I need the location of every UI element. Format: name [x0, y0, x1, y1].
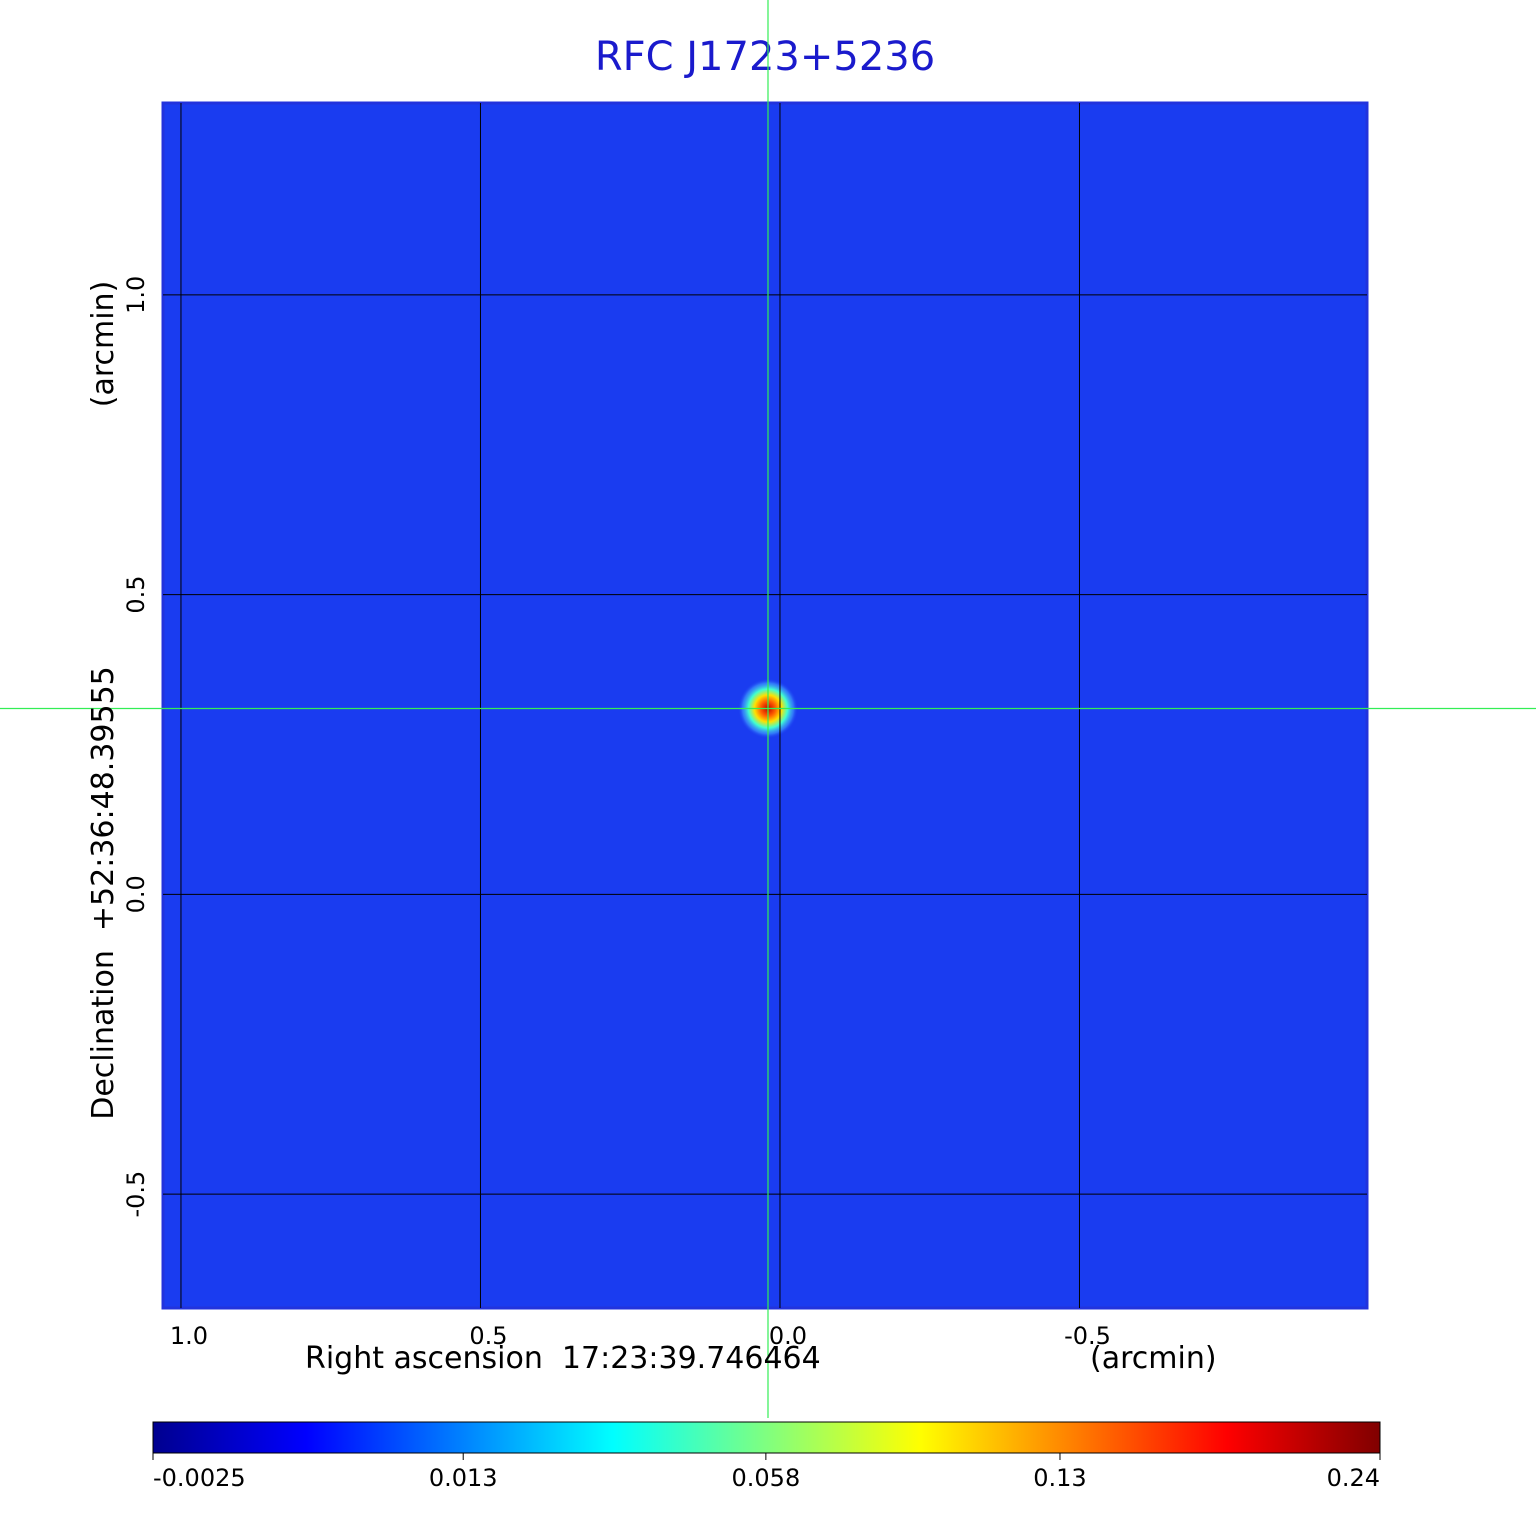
x-axis-unit: (arcmin): [1090, 1341, 1217, 1376]
y-axis-unit: (arcmin): [86, 281, 121, 408]
x-tick-label: 0.0: [769, 1322, 807, 1350]
x-axis-label: Right ascension 17:23:39.746464: [305, 1341, 821, 1376]
colorbar-tick-label: 0.13: [1033, 1464, 1086, 1492]
y-tick-label: 0.0: [122, 875, 150, 913]
y-tick-label: -0.5: [122, 1171, 150, 1218]
colorbar-tick-label: 0.058: [732, 1464, 801, 1492]
chart-title: RFC J1723+5236: [595, 34, 935, 80]
y-tick-label: 1.0: [122, 276, 150, 314]
x-tick-label: 1.0: [170, 1322, 208, 1350]
y-tick-label: 0.5: [122, 576, 150, 614]
colorbar: [152, 1421, 1381, 1454]
colorbar-tick-label: -0.0025: [153, 1464, 246, 1492]
colorbar-tick-label: 0.24: [1327, 1464, 1380, 1492]
x-tick-label: -0.5: [1064, 1322, 1111, 1350]
y-axis-label: Declination +52:36:48.39555: [86, 666, 121, 1120]
x-tick-label: 0.5: [469, 1322, 507, 1350]
colorbar-tick-label: 0.013: [429, 1464, 498, 1492]
